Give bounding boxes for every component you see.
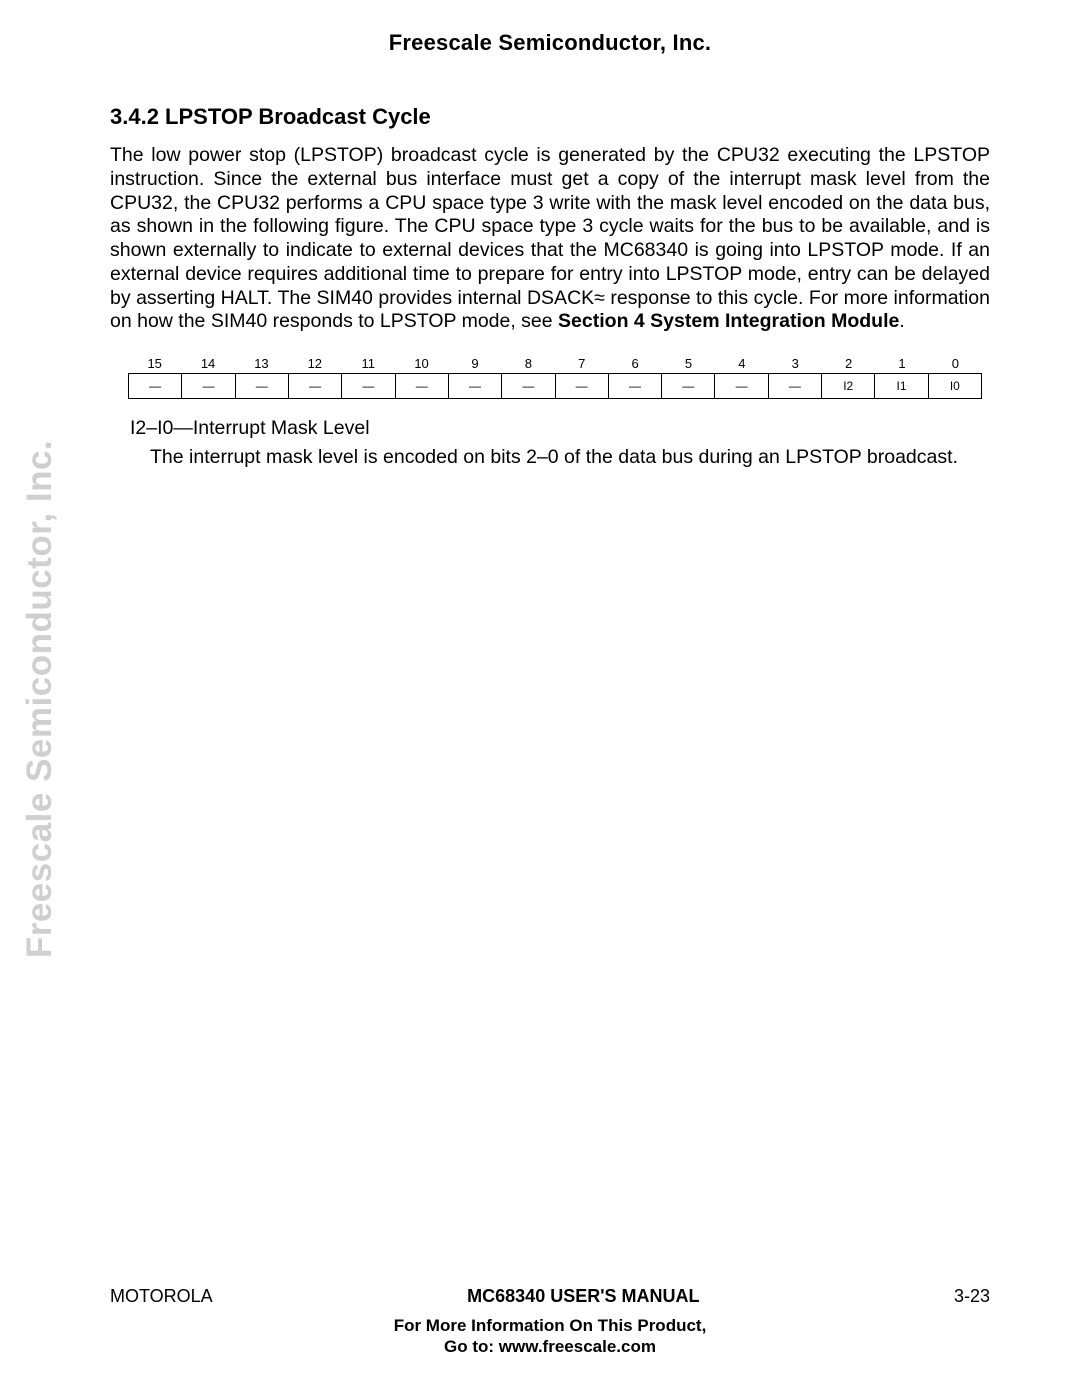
- footer-row-1: MOTOROLA MC68340 USER'S MANUAL 3-23: [110, 1286, 990, 1307]
- footer-right: 3-23: [954, 1286, 990, 1307]
- paragraph-text-post: .: [899, 310, 904, 332]
- bit-number: 12: [288, 356, 341, 371]
- bit-cell: —: [289, 374, 342, 398]
- bit-number: 14: [181, 356, 234, 371]
- footer-line2b: Go to: www.freescale.com: [110, 1336, 990, 1357]
- section-heading: 3.4.2 LPSTOP Broadcast Cycle: [110, 104, 990, 130]
- bit-header-row: 15 14 13 12 11 10 9 8 7 6 5 4 3 2 1 0: [110, 356, 990, 373]
- footer-left: MOTOROLA: [110, 1286, 213, 1307]
- bit-cell: —: [502, 374, 555, 398]
- bit-table: 15 14 13 12 11 10 9 8 7 6 5 4 3 2 1 0 — …: [110, 356, 990, 399]
- bit-cell: —: [236, 374, 289, 398]
- bit-cell: I1: [875, 374, 928, 398]
- bit-number: 1: [875, 356, 928, 371]
- paragraph-text-bold: Section 4 System Integration Module: [558, 310, 899, 332]
- bit-data-row: — — — — — — — — — — — — — I2 I1 I0: [128, 373, 982, 399]
- page-footer: MOTOROLA MC68340 USER'S MANUAL 3-23 For …: [110, 1286, 990, 1358]
- bit-cell: —: [342, 374, 395, 398]
- bit-number: 0: [929, 356, 982, 371]
- bit-number: 4: [715, 356, 768, 371]
- bit-number: 10: [395, 356, 448, 371]
- bit-cell: —: [715, 374, 768, 398]
- side-watermark: Freescale Semiconductor, Inc.: [10, 0, 70, 1397]
- bit-cell: —: [769, 374, 822, 398]
- bit-number: 6: [608, 356, 661, 371]
- bit-number: 9: [448, 356, 501, 371]
- bit-number: 7: [555, 356, 608, 371]
- bit-number: 3: [769, 356, 822, 371]
- header-company-name: Freescale Semiconductor, Inc.: [110, 30, 990, 56]
- bit-cell: —: [449, 374, 502, 398]
- bit-number: 15: [128, 356, 181, 371]
- bit-cell: —: [609, 374, 662, 398]
- footer-line2a: For More Information On This Product,: [110, 1315, 990, 1336]
- bit-cell: —: [396, 374, 449, 398]
- section-paragraph: The low power stop (LPSTOP) broadcast cy…: [110, 144, 990, 334]
- bit-number: 11: [342, 356, 395, 371]
- bit-number: 13: [235, 356, 288, 371]
- bit-cell: —: [129, 374, 182, 398]
- page: Freescale Semiconductor, Inc. 3.4.2 LPST…: [0, 0, 1080, 1397]
- bit-cell: I2: [822, 374, 875, 398]
- bit-cell: —: [182, 374, 235, 398]
- field-label: I2–I0—Interrupt Mask Level: [130, 417, 990, 440]
- paragraph-text-pre: The low power stop (LPSTOP) broadcast cy…: [110, 144, 990, 332]
- side-watermark-text: Freescale Semiconductor, Inc.: [20, 439, 60, 957]
- bit-number: 8: [502, 356, 555, 371]
- field-description: The interrupt mask level is encoded on b…: [150, 446, 990, 470]
- bit-cell: —: [556, 374, 609, 398]
- footer-center: MC68340 USER'S MANUAL: [213, 1286, 954, 1307]
- footer-row-2: For More Information On This Product, Go…: [110, 1315, 990, 1358]
- bit-cell: I0: [929, 374, 981, 398]
- bit-number: 2: [822, 356, 875, 371]
- bit-cell: —: [662, 374, 715, 398]
- bit-number: 5: [662, 356, 715, 371]
